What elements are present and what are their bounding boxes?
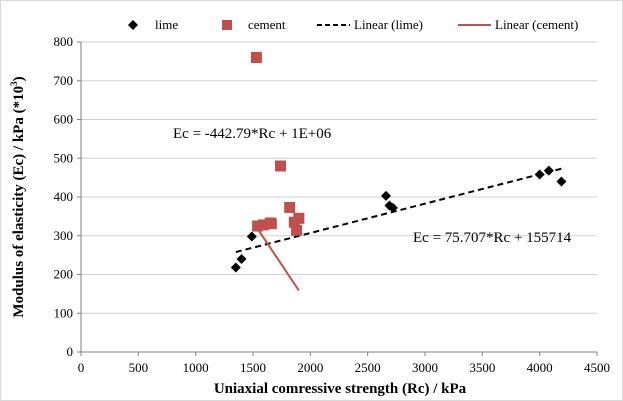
point-lime-7: [543, 165, 554, 176]
x-tick-label-3500: 3500: [469, 360, 495, 375]
x-tick-label-1500: 1500: [240, 360, 266, 375]
point-cement-4: [265, 218, 277, 230]
y-tick-label-500: 500: [54, 150, 74, 165]
x-tick-label-4000: 4000: [527, 360, 553, 375]
point-lime-6: [534, 169, 545, 180]
y-tick-label-400: 400: [54, 189, 74, 204]
point-lime-2: [246, 231, 257, 242]
y-tick-label-300: 300: [54, 228, 74, 243]
trendline-cement: [255, 226, 300, 292]
legend-marker-lime: [128, 20, 138, 30]
x-tick-label-2500: 2500: [355, 360, 381, 375]
equation-lime: Ec = 75.707*Rc + 155714: [413, 230, 572, 246]
y-axis-title-main: Modulus of elasticity (Ec) / kPa (*10: [11, 86, 27, 318]
legend-label-cement: cement: [248, 17, 286, 32]
legend-label-lime: lime: [155, 17, 178, 32]
legend-marker-cement: [222, 20, 232, 30]
point-lime-3: [381, 190, 392, 201]
point-cement-2: [257, 219, 269, 231]
legend-label-linear-cement: Linear (cement): [495, 17, 578, 32]
point-cement-6: [284, 201, 296, 213]
point-lime-5: [387, 202, 398, 213]
gridlines: [81, 41, 597, 314]
data-points: [230, 52, 567, 273]
trendlines: [235, 167, 562, 292]
point-lime-1: [236, 254, 247, 264]
x-tick-label-2000: 2000: [297, 360, 323, 375]
y-tick-label-800: 800: [54, 34, 74, 49]
y-tick-label-100: 100: [54, 305, 74, 320]
x-tick-label-4500: 4500: [584, 360, 610, 375]
y-axis-title: Modulus of elasticity (Ec) / kPa (*103): [9, 76, 27, 317]
x-tick-label-1000: 1000: [183, 360, 209, 375]
point-cement-9: [293, 212, 305, 224]
point-lime-8: [556, 176, 567, 187]
x-axis-title: Uniaxial comressive strength (Rc) / kPa: [214, 381, 467, 397]
point-cement-1: [252, 220, 264, 232]
y-tick-label-600: 600: [54, 112, 74, 127]
y-axis-title-superscript: 3: [9, 81, 19, 86]
y-tick-label-200: 200: [54, 267, 74, 282]
point-cement-5: [275, 160, 287, 172]
y-axis-title-end: ): [11, 76, 27, 81]
x-tick-label-0: 0: [78, 360, 85, 375]
point-lime-0: [230, 262, 241, 273]
trendline-lime: [235, 167, 562, 254]
point-cement-8: [291, 224, 303, 236]
y-tick-labels: 0 100 200 300 400 500 600 700 800: [54, 34, 74, 359]
x-tick-labels: 0 500 1000 1500 2000 2500 3000 3500 4000 4500: [78, 360, 610, 375]
y-tick-label-0: 0: [67, 344, 74, 359]
legend-label-linear-lime: Linear (lime): [354, 17, 423, 32]
x-tick-label-3000: 3000: [412, 360, 438, 375]
axes: [77, 41, 598, 356]
equation-cement: Ec = -442.79*Rc + 1E+06: [173, 126, 332, 142]
point-cement-0: [250, 52, 262, 63]
y-tick-label-700: 700: [54, 73, 74, 88]
x-tick-label-500: 500: [129, 360, 149, 375]
legend: lime cement Linear (lime) Linear (cement…: [128, 17, 578, 32]
